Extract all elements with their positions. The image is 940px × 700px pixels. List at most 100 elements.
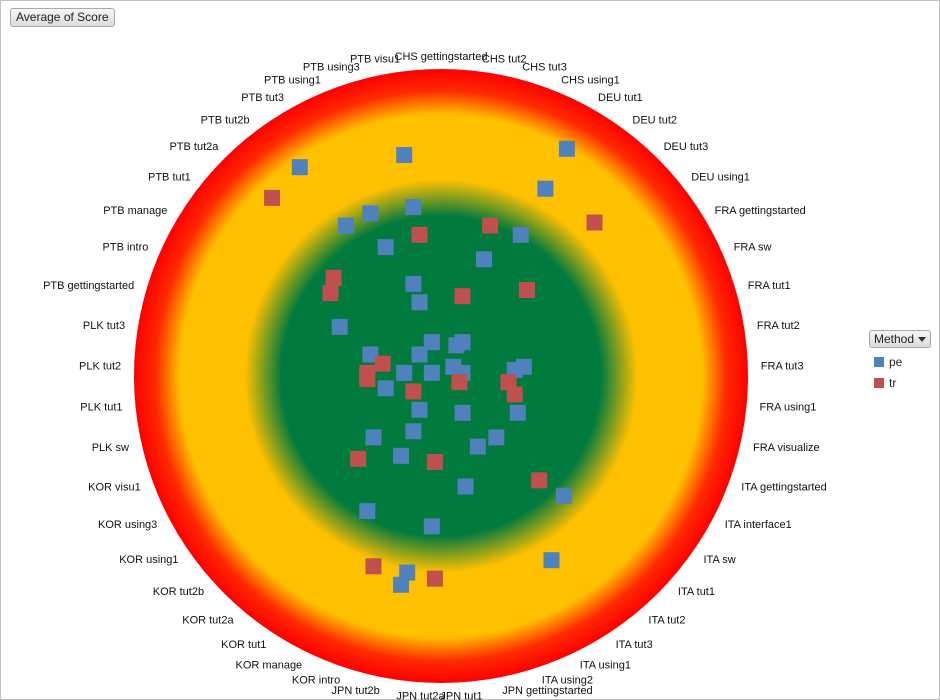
point-pe-31 — [359, 503, 376, 520]
category-label-deu-tut1: DEU tut1 — [598, 92, 643, 104]
point-tr-15 — [531, 472, 548, 489]
point-pe-39 — [331, 318, 348, 335]
category-label-fra-using1: FRA using1 — [760, 402, 817, 414]
category-label-ita-tut1: ITA tut1 — [678, 586, 715, 598]
category-label-kor-manage: KOR manage — [236, 659, 303, 671]
point-tr-3 — [325, 269, 342, 286]
point-tr-13 — [506, 386, 523, 403]
point-pe-0 — [558, 140, 575, 157]
point-pe-4 — [337, 217, 354, 234]
legend-item-pe: pe — [869, 355, 931, 369]
point-pe-29 — [423, 518, 440, 535]
point-pe-24 — [393, 447, 410, 464]
point-pe-14 — [362, 346, 379, 363]
category-label-fra-sw: FRA sw — [734, 242, 772, 254]
category-label-ptb-intro: PTB intro — [103, 242, 149, 254]
chevron-down-icon — [918, 336, 927, 342]
legend-title: Method — [874, 332, 915, 346]
category-label-fra-gettingstarted: FRA gettingstarted — [715, 205, 806, 217]
category-label-plk-tut3: PLK tut3 — [83, 320, 125, 332]
point-tr-19 — [500, 374, 517, 391]
point-pe-27 — [457, 478, 474, 495]
point-tr-16 — [365, 558, 382, 575]
category-label-deu-tut3: DEU tut3 — [664, 141, 709, 153]
category-label-ita-tut2: ITA tut2 — [648, 615, 685, 627]
category-label-jpn-gettingstarted: JPN gettingstarted — [502, 685, 593, 697]
category-label-ita-using2: ITA using2 — [542, 675, 593, 687]
category-label-fra-tut3: FRA tut3 — [761, 361, 804, 373]
point-tr-10 — [359, 371, 376, 388]
legend-swatch-tr — [874, 378, 884, 388]
category-label-ptb-visu1: PTB visu1 — [350, 54, 400, 66]
category-label-jpn-tut1: JPN tut1 — [440, 690, 482, 700]
category-label-fra-tut2: FRA tut2 — [757, 320, 800, 332]
category-label-ptb-manage: PTB manage — [103, 205, 167, 217]
point-pe-21 — [454, 404, 471, 421]
point-pe-35 — [509, 404, 526, 421]
category-label-kor-intro: KOR intro — [292, 675, 340, 687]
point-pe-7 — [476, 251, 492, 268]
point-pe-23 — [365, 429, 382, 446]
category-label-chs-gettingstarted: CHS gettingstarted — [395, 51, 488, 63]
category-label-deu-tut2: DEU tut2 — [632, 115, 677, 127]
category-label-jpn-tut2a: JPN tut2a — [396, 690, 445, 700]
point-pe-19 — [377, 380, 394, 397]
category-label-plk-tut2: PLK tut2 — [79, 361, 121, 373]
category-label-chs-tut2: CHS tut2 — [482, 54, 527, 66]
category-label-ptb-tut2a: PTB tut2a — [169, 141, 219, 153]
point-pe-8 — [411, 294, 428, 311]
category-label-ptb-tut2b: PTB tut2b — [201, 115, 250, 127]
category-label-fra-tut1: FRA tut1 — [748, 280, 791, 292]
category-label-fra-visualize: FRA visualize — [753, 442, 820, 454]
point-pe-37 — [377, 239, 394, 256]
category-label-ptb-gettingstarted: PTB gettingstarted — [43, 280, 134, 292]
category-label-ptb-tut1: PTB tut1 — [148, 172, 191, 184]
point-tr-7 — [519, 282, 535, 298]
point-pe-38 — [405, 275, 422, 292]
point-pe-26 — [488, 429, 505, 446]
point-pe-16 — [423, 364, 440, 381]
category-label-kor-tut2a: KOR tut2a — [182, 615, 234, 627]
data-points — [264, 140, 603, 593]
category-label-chs-tut3: CHS tut3 — [522, 62, 567, 74]
category-label-ita-gettingstarted: ITA gettingstarted — [741, 482, 826, 494]
point-pe-9 — [423, 334, 440, 351]
category-label-plk-sw: PLK sw — [92, 442, 129, 454]
point-pe-25 — [469, 438, 486, 455]
point-pe-20 — [411, 401, 428, 418]
category-label-kor-tut2b: KOR tut2b — [153, 586, 204, 598]
point-tr-5 — [411, 226, 428, 243]
point-pe-6 — [362, 205, 379, 222]
legend: Method pe tr — [869, 330, 931, 390]
legend-filter-button[interactable]: Method — [869, 330, 931, 348]
point-tr-2 — [482, 217, 499, 234]
point-pe-36 — [543, 552, 560, 569]
point-pe-10 — [411, 346, 428, 363]
point-pe-1 — [537, 180, 554, 197]
point-pe-34 — [454, 334, 471, 351]
category-label-ita-sw: ITA sw — [704, 554, 736, 566]
category-label-ita-interface1: ITA interface1 — [725, 519, 792, 531]
point-pe-18 — [515, 358, 532, 375]
category-label-jpn-tut2b: JPN tut2b — [331, 685, 379, 697]
point-tr-11 — [405, 383, 422, 400]
point-pe-15 — [396, 364, 413, 381]
point-pe-28 — [555, 487, 572, 504]
point-pe-32 — [393, 576, 410, 593]
point-pe-2 — [396, 147, 413, 163]
legend-label-pe: pe — [889, 355, 903, 369]
point-tr-8 — [374, 355, 391, 372]
point-pe-22 — [405, 423, 422, 440]
point-tr-18 — [350, 450, 367, 467]
point-tr-14 — [426, 454, 443, 470]
category-label-kor-using1: KOR using1 — [119, 554, 178, 566]
category-label-ptb-tut3: PTB tut3 — [241, 92, 284, 104]
category-label-ita-using1: ITA using1 — [580, 659, 631, 671]
category-label-chs-using1: CHS using1 — [561, 74, 620, 86]
category-label-kor-using3: KOR using3 — [98, 519, 157, 531]
legend-label-tr: tr — [889, 376, 897, 390]
point-pe-30 — [399, 564, 416, 581]
legend-item-tr: tr — [869, 376, 931, 390]
field-button-average-of-score[interactable]: Average of Score — [10, 8, 115, 27]
